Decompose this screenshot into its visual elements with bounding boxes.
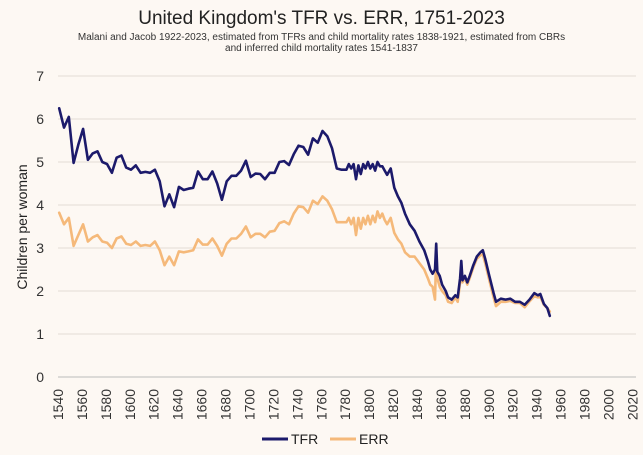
series-line-tfr [57, 107, 552, 318]
series-layer [57, 107, 552, 318]
x-tick-label: 1980 [577, 389, 593, 420]
grid-layer [58, 75, 636, 335]
y-tick-label: 2 [36, 283, 44, 299]
x-tick-label: 1760 [313, 389, 329, 420]
y-tick-label: 1 [36, 326, 44, 342]
legend: TFR ERR [262, 431, 389, 447]
x-tick-label: 1880 [457, 389, 473, 420]
x-tick-label: 1540 [50, 389, 66, 420]
x-tick-label: 1840 [409, 389, 425, 420]
y-tick-label: 7 [36, 68, 44, 84]
x-tick-label: 1900 [481, 389, 497, 420]
x-tick-label: 1560 [74, 389, 90, 420]
x-tick-label: 1660 [194, 389, 210, 420]
x-tick-label: 1600 [122, 389, 138, 420]
x-tick-label: 1860 [433, 389, 449, 420]
chart-subtitle-line-2: and inferred child mortality rates 1541-… [225, 43, 418, 54]
x-tick-label: 1740 [289, 389, 305, 420]
y-axis-label: Children per woman [14, 164, 30, 289]
x-tick-label: 1780 [337, 389, 353, 420]
y-tick-label: 3 [36, 240, 44, 256]
legend-label-err: ERR [359, 431, 389, 447]
x-tick-label: 1620 [146, 389, 162, 420]
x-tick-label: 1920 [505, 389, 521, 420]
x-tick-label: 2000 [600, 389, 616, 420]
x-tick-label: 1700 [241, 389, 257, 420]
x-tick-label: 1580 [98, 389, 114, 420]
y-tick-label: 6 [36, 111, 44, 127]
y-tick-label: 4 [36, 197, 44, 213]
x-tick-label: 1940 [529, 389, 545, 420]
axis-layer: 0 1 2 3 4 5 6 7 1540 1560 1580 1600 1620 1640 1660 1680… [36, 68, 640, 420]
y-tick-label: 0 [36, 369, 44, 385]
x-tick-label: 1720 [265, 389, 281, 420]
chart-subtitle-line-1: Malani and Jacob 1922-2023, estimated fr… [77, 32, 566, 43]
x-tick-label: 1680 [218, 389, 234, 420]
x-tick-label: 1800 [361, 389, 377, 420]
x-tick-label: 1960 [553, 389, 569, 420]
x-tick-label: 1640 [170, 389, 186, 420]
x-tick-label: 1820 [385, 389, 401, 420]
y-tick-label: 5 [36, 154, 44, 170]
legend-label-tfr: TFR [291, 431, 318, 447]
chart-title: United Kingdom's TFR vs. ERR, 1751-2023 [138, 8, 505, 29]
x-tick-label: 2020 [624, 389, 640, 420]
series-line-err [57, 195, 552, 313]
chart-subtitle: Malani and Jacob 1922-2023, estimated fr… [40, 32, 603, 54]
